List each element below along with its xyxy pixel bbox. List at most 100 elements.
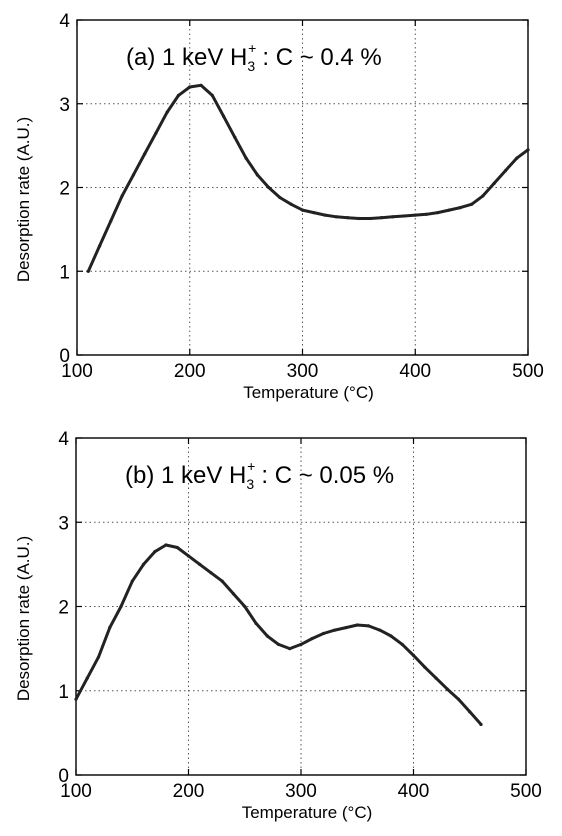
data-point: [333, 628, 337, 632]
data-point: [468, 710, 472, 714]
data-point: [515, 156, 519, 160]
data-point: [492, 181, 496, 185]
panel-title-superscript: +: [248, 40, 256, 56]
x-tick-label: 500: [512, 361, 544, 382]
data-point: [97, 244, 102, 248]
data-point: [175, 545, 179, 550]
data-point: [164, 543, 168, 547]
panel-title-rest: : C ~ 0.4 %: [262, 44, 381, 71]
data-point: [141, 562, 146, 566]
data-point: [481, 194, 485, 198]
data-point: [143, 152, 147, 156]
x-axis-label: Temperature (°C): [243, 383, 374, 402]
data-point: [391, 215, 395, 219]
data-point: [244, 156, 248, 160]
data-point: [378, 628, 382, 632]
data-point: [344, 625, 348, 630]
data-point: [312, 211, 316, 215]
data-point: [479, 722, 483, 727]
data-point: [458, 206, 462, 210]
panel-title-subscript: 3: [247, 58, 255, 74]
data-point: [411, 653, 416, 657]
panel-title-subscript: 3: [246, 476, 254, 492]
x-tick-label: 100: [61, 361, 93, 382]
data-point: [526, 148, 530, 152]
data-point: [413, 213, 417, 217]
data-point: [424, 212, 429, 216]
y-tick-label: 3: [59, 95, 70, 116]
data-point: [423, 665, 427, 669]
panel-title-main: (b) 1 keV H: [125, 462, 246, 489]
data-point: [321, 631, 326, 636]
data-point: [220, 579, 224, 583]
data-point: [470, 202, 474, 206]
data-point: [346, 216, 350, 220]
y-tick-label: 2: [59, 179, 70, 200]
data-point: [198, 562, 202, 566]
data-point: [74, 697, 78, 701]
x-tick-label: 400: [399, 361, 431, 382]
data-point: [310, 636, 314, 641]
data-point: [366, 624, 371, 628]
data-point: [445, 687, 449, 691]
x-tick-label: 200: [173, 781, 205, 802]
panel-title: (a) 1 keV H3 + : C ~ 0.4 %: [126, 40, 382, 74]
data-point: [210, 93, 214, 97]
x-tick-label: 100: [60, 781, 92, 802]
data-point: [456, 697, 461, 701]
data-point: [368, 216, 372, 221]
data-point: [231, 592, 236, 596]
panel-title-superscript: +: [247, 458, 255, 474]
data-point: [209, 571, 213, 575]
data-point: [278, 195, 282, 200]
data-point: [108, 625, 112, 630]
data-point: [120, 194, 124, 198]
data-point: [434, 676, 438, 680]
panel-title-rest: : C ~ 0.05 %: [261, 462, 394, 489]
x-tick-label: 300: [287, 361, 319, 382]
data-point: [188, 85, 192, 89]
y-tick-label: 4: [59, 11, 70, 32]
data-point: [153, 550, 157, 554]
series-line: [74, 543, 483, 726]
chart-b: 100 200 300 400 500 0 1 2 3 4 Temperature (°C) Deso…: [14, 429, 542, 822]
data-point: [436, 211, 440, 215]
y-axis-label: Desorption rate (A.U.): [14, 117, 33, 282]
data-point: [221, 114, 226, 118]
data-point: [402, 214, 406, 218]
data-point: [334, 215, 338, 219]
data-point: [299, 642, 303, 647]
data-point: [255, 173, 259, 177]
data-point: [288, 647, 292, 651]
data-point: [186, 554, 191, 558]
chart-a: 100 200 300 400 500 0 1 2 3 4 Temperature (°C) Deso…: [14, 11, 544, 402]
chart-panel-b: 100 200 300 400 500 0 1 2 3 4 Temperature (°C) Deso…: [0, 418, 562, 836]
data-point: [131, 173, 135, 177]
data-point: [265, 634, 269, 638]
data-point: [119, 604, 123, 609]
panel-title: (b) 1 keV H3 + : C ~ 0.05 %: [125, 458, 394, 492]
data-point: [176, 93, 181, 97]
y-axis-label: Desorption rate (A.U.): [14, 536, 33, 701]
data-point: [85, 676, 89, 680]
data-point: [254, 621, 258, 625]
data-point: [389, 634, 393, 638]
y-tick-label: 4: [58, 429, 69, 450]
y-tick-label: 0: [58, 766, 69, 787]
data-point: [109, 219, 113, 223]
y-tick-label: 2: [58, 598, 69, 619]
data-point: [154, 131, 158, 135]
data-point: [199, 83, 203, 87]
y-tick-label: 0: [59, 346, 70, 367]
data-point: [165, 110, 169, 114]
data-point: [86, 269, 90, 273]
data-point: [357, 216, 361, 221]
data-point: [379, 216, 384, 220]
data-point: [289, 202, 293, 206]
y-tick-label: 1: [58, 682, 69, 703]
panel-title-main: (a) 1 keV H: [126, 44, 247, 71]
data-point: [400, 642, 404, 647]
data-point: [447, 208, 451, 212]
data-point: [267, 185, 271, 190]
data-point: [130, 579, 134, 583]
